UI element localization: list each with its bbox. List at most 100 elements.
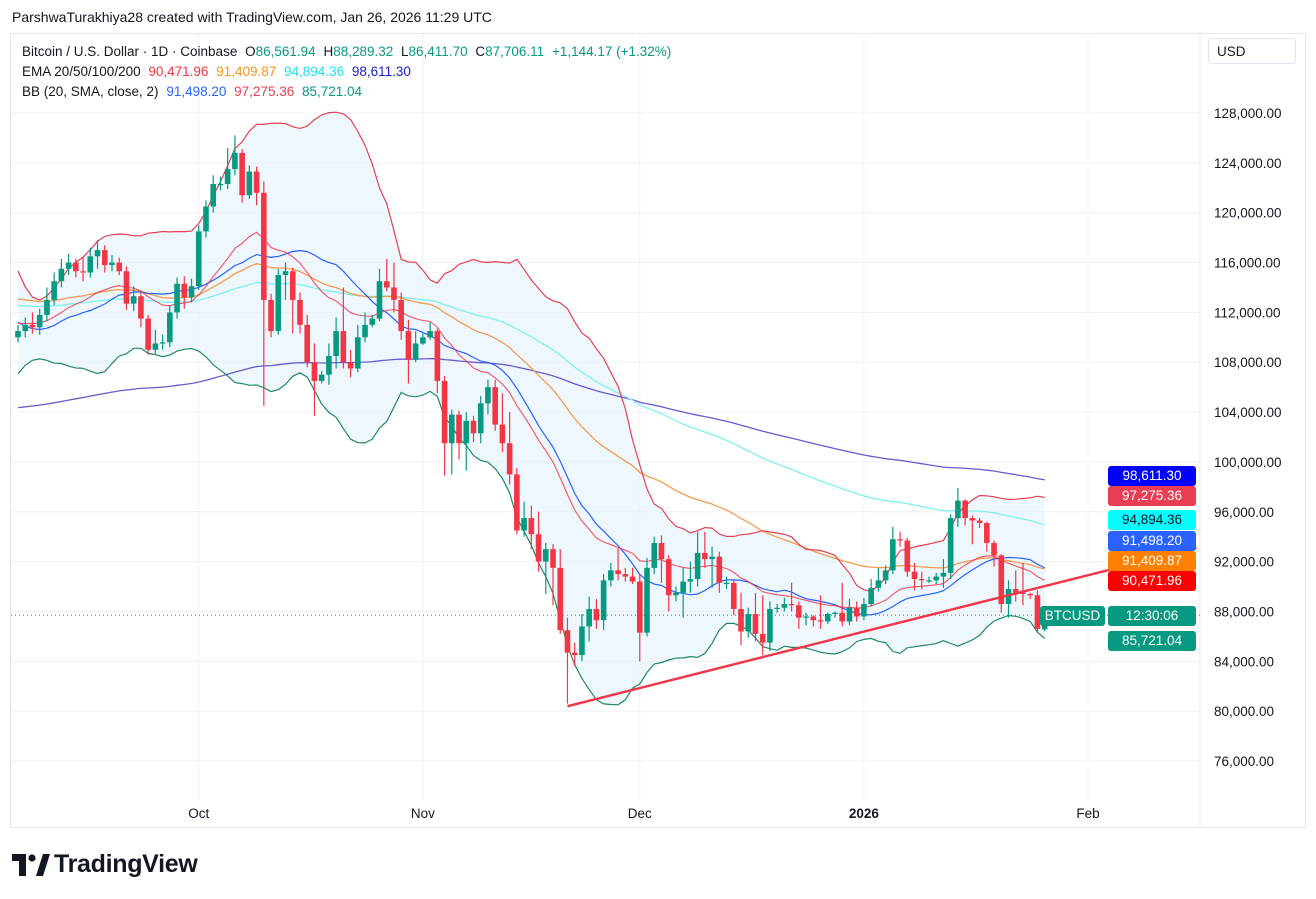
candle <box>499 393 506 452</box>
candle <box>326 343 332 385</box>
candle <box>22 317 29 338</box>
candle <box>600 574 607 631</box>
candle <box>709 546 715 588</box>
candle <box>969 515 976 545</box>
candle-body <box>181 283 188 298</box>
candle-body <box>810 616 817 621</box>
y-tick-label: 88,000.00 <box>1214 604 1274 619</box>
candle-body <box>355 337 361 369</box>
candle <box>687 561 694 593</box>
candle-body <box>123 271 130 304</box>
candle <box>123 266 130 310</box>
candle-body <box>427 331 433 338</box>
candle-body <box>22 324 29 332</box>
y-tick-label: 100,000.00 <box>1214 455 1282 470</box>
candle <box>347 349 354 378</box>
y-tick-label: 124,000.00 <box>1214 156 1282 171</box>
bb-lower-value: 85,721.04 <box>301 84 363 99</box>
candle-body <box>853 607 860 617</box>
candle-body <box>897 539 903 541</box>
candle-body <box>1027 594 1033 596</box>
candle-body <box>15 331 21 338</box>
candle <box>73 258 79 278</box>
candle <box>253 166 260 206</box>
x-tick-label: Nov <box>411 806 435 821</box>
candle <box>376 268 383 322</box>
candle <box>261 181 267 406</box>
candle-body <box>723 582 730 585</box>
candle-body <box>781 604 788 608</box>
candle <box>167 304 173 348</box>
candle-body <box>138 296 144 319</box>
candle-body <box>904 540 911 572</box>
price-scale-tag: 91,409.87 <box>1108 551 1196 571</box>
candle-body <box>832 612 838 614</box>
price-scale-tag: 90,471.96 <box>1108 571 1196 591</box>
ohlc-low: L86,411.70 <box>401 44 468 59</box>
candle <box>810 615 817 627</box>
candle <box>470 415 477 442</box>
candle <box>629 567 636 585</box>
candle-body <box>195 231 202 287</box>
candle <box>824 612 831 624</box>
candle <box>1027 592 1033 600</box>
candle <box>318 370 325 384</box>
candle-body <box>340 331 347 363</box>
candle <box>571 642 578 667</box>
candle <box>868 579 874 607</box>
candle <box>564 617 571 704</box>
candle-body <box>369 318 376 325</box>
symbol-title[interactable]: Bitcoin / U.S. Dollar · 1D · Coinbase <box>22 44 238 59</box>
candle-body <box>774 607 780 609</box>
candle <box>767 601 773 652</box>
candle <box>636 574 643 662</box>
chart-frame <box>10 33 1306 828</box>
candle-body <box>542 549 549 562</box>
candle <box>976 518 983 528</box>
candle-body <box>224 169 231 185</box>
candle-body <box>506 443 513 475</box>
candle-body <box>282 271 289 276</box>
candle <box>109 255 115 272</box>
candle <box>412 331 419 363</box>
ohlc-low-value: 86,411.70 <box>408 44 468 59</box>
candle-body <box>145 318 151 350</box>
candle <box>723 576 730 590</box>
candle-body <box>347 362 354 369</box>
y-tick-label: 120,000.00 <box>1214 206 1282 221</box>
candle <box>506 412 513 485</box>
candle <box>984 521 990 552</box>
candle-body <box>116 262 123 272</box>
bb-legend-row: BB (20, SMA, close, 2) 91,498.20 97,275.… <box>22 82 675 102</box>
candle <box>933 572 940 585</box>
candle-body <box>991 542 997 556</box>
candle-body <box>702 552 708 560</box>
x-tick-label: Dec <box>628 806 652 821</box>
candle-body <box>882 570 889 581</box>
candle-body <box>398 299 404 332</box>
ema100-value: 94,894.36 <box>284 64 345 79</box>
candle-body <box>535 534 542 562</box>
candle-body <box>1020 592 1026 595</box>
currency-selector[interactable]: USD <box>1208 38 1296 64</box>
candle-body <box>796 605 802 618</box>
candle-body <box>600 580 607 621</box>
price-scale-tag: 97,275.36 <box>1108 486 1196 506</box>
candle <box>1012 570 1019 602</box>
candle <box>87 247 94 278</box>
candle <box>195 225 202 290</box>
ema-label[interactable]: EMA 20/50/100/200 <box>22 64 141 79</box>
candle <box>362 312 368 343</box>
candle-body <box>1005 589 1012 605</box>
symbol-legend-row: Bitcoin / U.S. Dollar · 1D · Coinbase O8… <box>22 42 675 62</box>
ohlc-open-value: 86,561.94 <box>255 44 316 59</box>
bb-label[interactable]: BB (20, SMA, close, 2) <box>22 84 159 99</box>
price-change: +1,144.17 (+1.32%) <box>551 44 672 59</box>
candle-body <box>304 324 310 363</box>
candle <box>998 554 1005 613</box>
candle-body <box>477 403 484 434</box>
candle-body <box>289 271 296 300</box>
candle <box>15 324 21 343</box>
candle-body <box>767 608 773 643</box>
